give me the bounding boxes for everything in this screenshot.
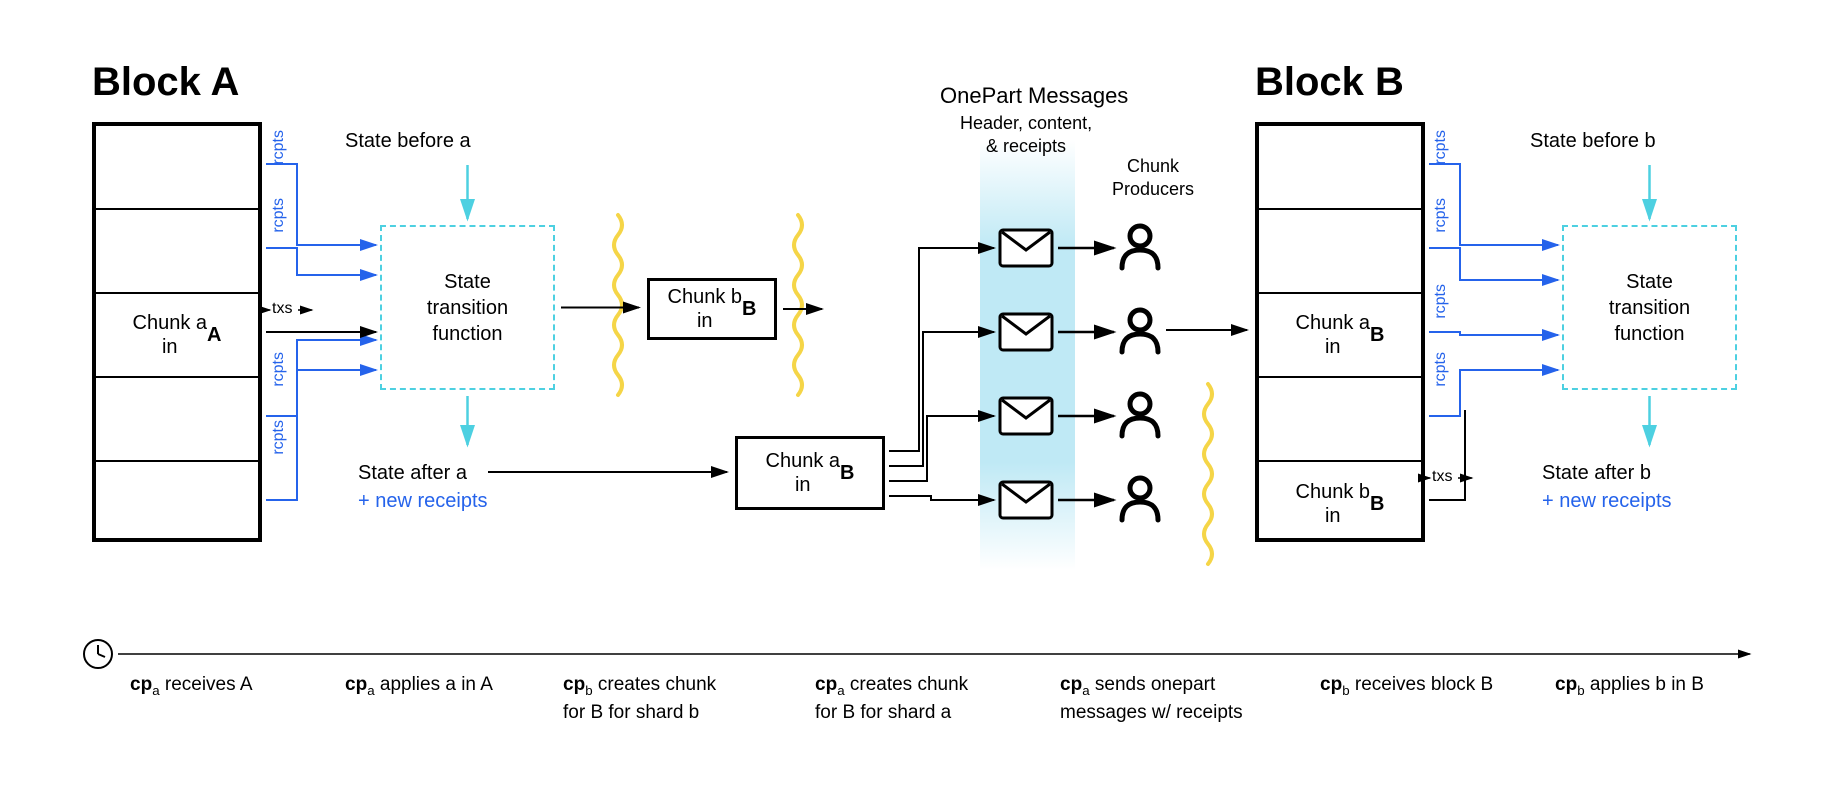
timeline-step: cpa creates chunkfor B for shard a	[815, 672, 968, 727]
block-row	[1259, 126, 1421, 210]
onepart-messages-subtitle: Header, content,& receipts	[960, 112, 1092, 159]
rcpts-label: rcpts	[1432, 198, 1450, 233]
rcpts-label: rcpts	[1432, 284, 1450, 319]
state-after-a-label: State after a	[358, 460, 467, 486]
state-after-b-label: State after b	[1542, 460, 1651, 486]
block-row	[96, 462, 258, 546]
rcpts-label: rcpts	[270, 420, 288, 455]
block-a-title: Block A	[92, 60, 239, 105]
message-band	[980, 140, 1075, 570]
rcpts-label: rcpts	[270, 198, 288, 233]
timeline-step: cpa applies a in A	[345, 672, 493, 700]
block-b-title: Block B	[1255, 60, 1404, 105]
rcpts-label: rcpts	[1432, 130, 1450, 165]
chunk-producers-label: ChunkProducers	[1112, 155, 1194, 202]
state-before-b-label: State before b	[1530, 128, 1656, 154]
timeline-step: cpb creates chunkfor B for shard b	[563, 672, 716, 727]
block-b: Chunk ain BChunk bin B	[1255, 122, 1425, 542]
block-row	[1259, 378, 1421, 462]
block-row: Chunk ain B	[1259, 294, 1421, 378]
timeline-step: cpa sends onepartmessages w/ receipts	[1060, 672, 1243, 727]
state-transition-a: Statetransitionfunction	[380, 225, 555, 390]
timeline-step: cpb receives block B	[1320, 672, 1493, 700]
block-row	[1259, 210, 1421, 294]
block-a: Chunk ain A	[92, 122, 262, 542]
state-before-a-label: State before a	[345, 128, 471, 154]
rcpts-label: rcpts	[270, 352, 288, 387]
state-transition-b: Statetransitionfunction	[1562, 225, 1737, 390]
new-receipts-a-label: + new receipts	[358, 488, 488, 514]
onepart-messages-title: OnePart Messages	[940, 82, 1128, 111]
rcpts-label: rcpts	[1432, 352, 1450, 387]
timeline-step: cpa receives A	[130, 672, 253, 700]
block-row	[96, 210, 258, 294]
new-receipts-b-label: + new receipts	[1542, 488, 1672, 514]
timeline-step: cpb applies b in B	[1555, 672, 1704, 700]
block-row	[96, 378, 258, 462]
txs-label: txs	[1432, 468, 1452, 486]
rcpts-label: rcpts	[270, 130, 288, 165]
chunk-a-in-b-large: Chunk ain B	[735, 436, 885, 510]
block-row: Chunk ain A	[96, 294, 258, 378]
block-row	[96, 126, 258, 210]
block-row: Chunk bin B	[1259, 462, 1421, 546]
chunk-b-in-b-small: Chunk bin B	[647, 278, 777, 340]
txs-label: txs	[272, 300, 292, 318]
